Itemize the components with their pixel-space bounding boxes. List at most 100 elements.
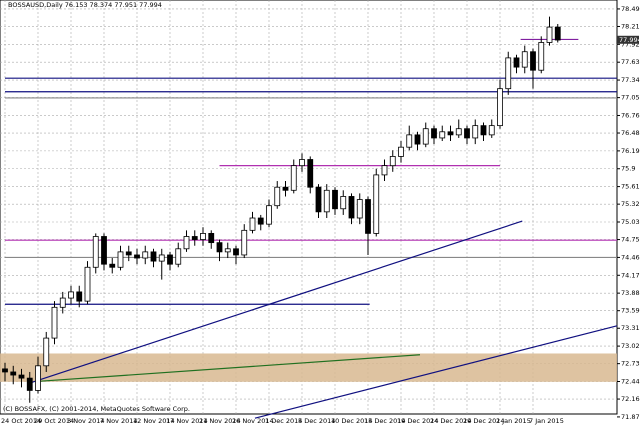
candle-body bbox=[109, 263, 116, 268]
candle-body bbox=[241, 229, 248, 256]
y-tick-label: 76.19 bbox=[621, 147, 640, 155]
x-tick-label: 2 Jan 2015 bbox=[496, 417, 531, 425]
y-tick-label: 73.31 bbox=[621, 324, 640, 332]
last-price-box bbox=[617, 35, 639, 44]
candle-body bbox=[274, 186, 281, 207]
candle-body bbox=[282, 186, 289, 191]
x-tick-label: 1 Dec 2014 bbox=[265, 417, 302, 425]
candle-body bbox=[216, 242, 223, 253]
y-tick-label: 77.63 bbox=[621, 58, 640, 66]
candle-body bbox=[538, 42, 545, 71]
x-tick-label: 10 Dec 2014 bbox=[331, 417, 373, 425]
candle-body bbox=[125, 251, 132, 256]
candle-body bbox=[266, 205, 272, 225]
candle-body bbox=[101, 236, 107, 265]
candle-body bbox=[455, 128, 462, 136]
candle-body bbox=[142, 251, 149, 259]
candle-body bbox=[150, 251, 157, 262]
candle-body bbox=[447, 131, 454, 136]
candle-body bbox=[340, 196, 347, 210]
candle-body bbox=[472, 125, 479, 139]
candle-body bbox=[208, 233, 215, 244]
x-tick-label: 17 Nov 2014 bbox=[166, 417, 208, 425]
candle-body bbox=[224, 248, 231, 253]
chart-title: BOSSAUSD,Daily 76.153 78.374 77.951 77.9… bbox=[8, 1, 162, 9]
candle-body bbox=[200, 233, 206, 240]
y-tick-label: 71.87 bbox=[621, 413, 640, 421]
candle-body bbox=[530, 51, 536, 71]
candle-body bbox=[84, 266, 91, 302]
candle-body bbox=[497, 88, 503, 127]
candle-body bbox=[422, 128, 429, 145]
candle-body bbox=[464, 128, 470, 139]
candle-body bbox=[505, 57, 512, 90]
candle-body bbox=[332, 189, 338, 210]
x-tick-label: 19 Dec 2014 bbox=[397, 417, 439, 425]
y-tick-label: 74.17 bbox=[621, 271, 640, 279]
candle-body bbox=[488, 125, 495, 136]
candle-body bbox=[299, 159, 305, 167]
y-tick-label: 72.445 bbox=[621, 378, 640, 386]
x-tick-label: 15 Dec 2014 bbox=[364, 417, 406, 425]
y-tick-label: 72.16 bbox=[621, 395, 640, 403]
candle-body bbox=[381, 165, 388, 176]
candle-body bbox=[257, 217, 264, 225]
candle-body bbox=[356, 199, 363, 219]
candle-body bbox=[134, 254, 140, 259]
x-tick-label: 21 Nov 2014 bbox=[199, 417, 241, 425]
y-tick-label: 75.61 bbox=[621, 183, 640, 191]
candle-body bbox=[323, 189, 330, 213]
x-tick-label: 24 Dec 2014 bbox=[430, 417, 472, 425]
y-tick-label: 75.325 bbox=[621, 200, 640, 208]
last-price-label: 77.994 bbox=[619, 36, 640, 44]
candle-body bbox=[290, 165, 297, 191]
candle-body bbox=[35, 365, 41, 391]
x-tick-label: 12 Nov 2014 bbox=[133, 417, 175, 425]
candle-body bbox=[175, 248, 182, 265]
candle-body bbox=[76, 291, 83, 302]
candle-body bbox=[398, 146, 404, 157]
y-tick-label: 75.9 bbox=[621, 165, 635, 173]
candle-body bbox=[365, 199, 371, 234]
candle-body bbox=[43, 337, 50, 367]
candle-body bbox=[414, 134, 421, 145]
x-tick-label: 29 Oct 2014 bbox=[34, 417, 74, 425]
x-tick-label: 5 Dec 2014 bbox=[298, 417, 335, 425]
y-tick-label: 73.02 bbox=[621, 342, 640, 350]
y-tick-label: 76.48 bbox=[621, 129, 640, 137]
candle-body bbox=[233, 248, 239, 256]
y-tick-label: 78.21 bbox=[621, 22, 640, 30]
candle-body bbox=[406, 134, 413, 148]
trend-line bbox=[29, 220, 523, 384]
y-tick-label: 77.34 bbox=[621, 76, 640, 84]
y-tick-label: 76.765 bbox=[621, 111, 640, 119]
candle-body bbox=[183, 236, 190, 250]
candle-body bbox=[431, 128, 437, 139]
x-tick-label: 29 Dec 2014 bbox=[463, 417, 505, 425]
candle-body bbox=[307, 159, 314, 188]
y-tick-label: 78.495 bbox=[621, 5, 640, 13]
candle-body bbox=[68, 291, 74, 299]
candle-body bbox=[554, 26, 561, 41]
candle-body bbox=[10, 371, 17, 376]
trend-line bbox=[40, 354, 421, 382]
candle-body bbox=[249, 217, 256, 231]
candle-body bbox=[51, 306, 58, 339]
candle-body bbox=[92, 236, 99, 268]
copyright: (C) BOSSAFX, (C) 2001-2014, MetaQuotes S… bbox=[3, 405, 190, 413]
candle-body bbox=[513, 57, 520, 68]
candle-body bbox=[59, 297, 66, 308]
y-tick-label: 72.735 bbox=[621, 360, 640, 368]
y-tick-label: 73.88 bbox=[621, 289, 640, 297]
trend-line bbox=[254, 325, 618, 419]
candle-body bbox=[117, 251, 124, 268]
x-tick-label: 3 Nov 2014 bbox=[67, 417, 105, 425]
candle-body bbox=[546, 26, 553, 43]
candle-body bbox=[26, 377, 33, 391]
x-tick-label: 24 Oct 2014 bbox=[1, 417, 41, 425]
candle-body bbox=[2, 368, 8, 373]
candle-body bbox=[480, 125, 487, 136]
y-tick-label: 77.055 bbox=[621, 94, 640, 102]
y-tick-label: 77.92 bbox=[621, 40, 640, 48]
